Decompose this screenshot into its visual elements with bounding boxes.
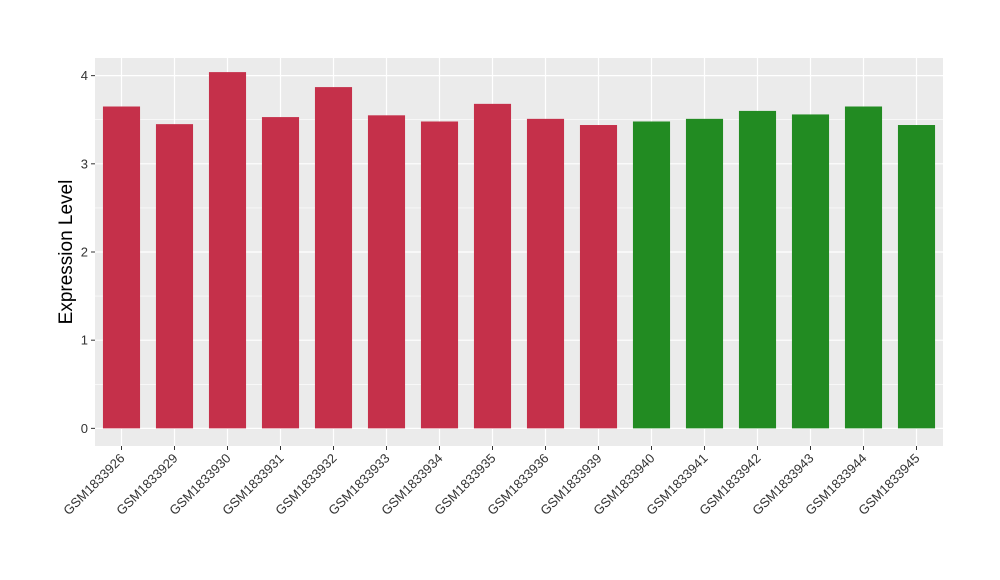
bar-GSM1833944 xyxy=(844,106,883,429)
bar-GSM1833941 xyxy=(685,118,724,429)
bar-GSM1833930 xyxy=(208,72,247,429)
y-axis-title: Expression Level xyxy=(56,180,77,325)
bar-GSM1833943 xyxy=(791,114,830,429)
bar-GSM1833940 xyxy=(632,121,671,429)
bar-GSM1833931 xyxy=(261,117,300,429)
bar-GSM1833935 xyxy=(473,103,512,429)
bar-GSM1833939 xyxy=(579,125,618,429)
bar-GSM1833942 xyxy=(738,110,777,429)
bar-GSM1833934 xyxy=(420,121,459,429)
bars xyxy=(102,72,936,429)
bar-GSM1833933 xyxy=(367,115,406,429)
bar-GSM1833926 xyxy=(102,106,141,429)
bar-GSM1833936 xyxy=(526,118,565,429)
y-tick-label: 0 xyxy=(81,421,88,436)
y-axis: 0 1 2 3 4 xyxy=(81,68,95,436)
bar-GSM1833929 xyxy=(155,124,194,429)
bar-GSM1833945 xyxy=(897,125,936,429)
y-tick-label: 4 xyxy=(81,68,88,83)
y-tick-label: 2 xyxy=(81,245,88,260)
bar-GSM1833932 xyxy=(314,87,353,429)
y-tick-label: 3 xyxy=(81,156,88,171)
x-axis: GSM1833926GSM1833929GSM1833930GSM1833931… xyxy=(60,446,923,518)
y-tick-label: 1 xyxy=(81,333,88,348)
